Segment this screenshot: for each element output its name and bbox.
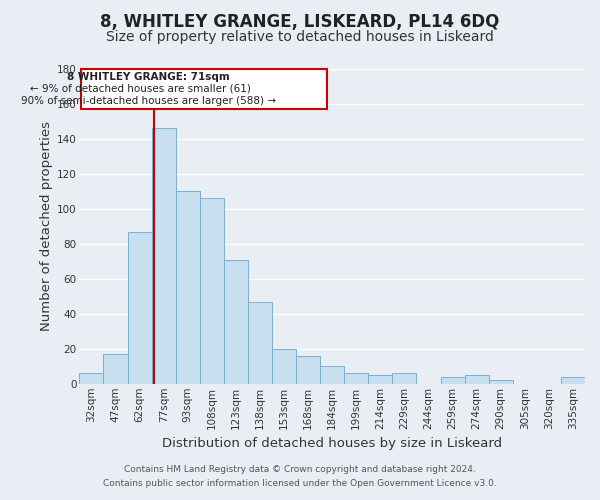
Bar	[200, 198, 224, 384]
Bar	[296, 356, 320, 384]
Text: 90% of semi-detached houses are larger (588) →: 90% of semi-detached houses are larger (…	[20, 96, 275, 106]
Bar	[440, 377, 464, 384]
Bar	[464, 375, 488, 384]
Bar	[344, 374, 368, 384]
X-axis label: Distribution of detached houses by size in Liskeard: Distribution of detached houses by size …	[162, 437, 502, 450]
FancyBboxPatch shape	[80, 69, 328, 109]
Bar	[561, 377, 585, 384]
Text: 8, WHITLEY GRANGE, LISKEARD, PL14 6DQ: 8, WHITLEY GRANGE, LISKEARD, PL14 6DQ	[100, 12, 500, 30]
Bar	[176, 192, 200, 384]
Bar	[79, 374, 103, 384]
Text: 8 WHITLEY GRANGE: 71sqm: 8 WHITLEY GRANGE: 71sqm	[67, 72, 229, 82]
Bar	[103, 354, 128, 384]
Bar	[392, 374, 416, 384]
Bar	[224, 260, 248, 384]
Text: Contains HM Land Registry data © Crown copyright and database right 2024.
Contai: Contains HM Land Registry data © Crown c…	[103, 466, 497, 487]
Bar	[320, 366, 344, 384]
Bar	[488, 380, 513, 384]
Text: Size of property relative to detached houses in Liskeard: Size of property relative to detached ho…	[106, 30, 494, 44]
Bar	[368, 375, 392, 384]
Bar	[128, 232, 152, 384]
Text: ← 9% of detached houses are smaller (61): ← 9% of detached houses are smaller (61)	[31, 84, 251, 94]
Y-axis label: Number of detached properties: Number of detached properties	[40, 122, 53, 332]
Bar	[152, 128, 176, 384]
Bar	[248, 302, 272, 384]
Bar	[272, 349, 296, 384]
